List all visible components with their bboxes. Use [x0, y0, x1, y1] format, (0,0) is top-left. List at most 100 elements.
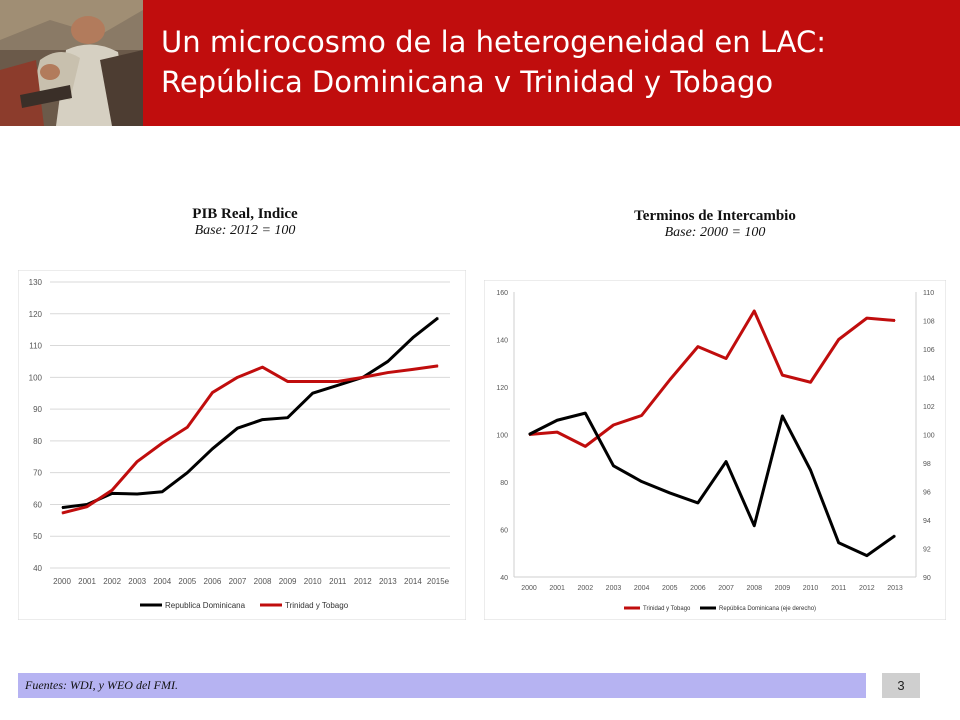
- chart1-ytick-label: 40: [33, 564, 42, 573]
- chart2-y2tick-label: 90: [923, 575, 931, 582]
- chart1-point: [387, 360, 389, 362]
- chart2-title: Terminos de Intercambio: [634, 208, 796, 224]
- chart2-legend-label-0: Trinidad y Tobago: [643, 606, 691, 612]
- chart2-xtick-label: 2006: [690, 585, 706, 592]
- title-line-1: Un microcosmo de la heterogeneidad en LA…: [161, 25, 827, 59]
- chart1-point: [337, 384, 339, 386]
- chart2-point: [641, 415, 643, 416]
- chart2-point: [866, 317, 868, 319]
- chart2-xtick-label: 2007: [718, 585, 734, 592]
- chart2-point: [697, 502, 699, 504]
- chart2-point: [697, 346, 699, 348]
- chart2-heading: Terminos de Intercambio Base: 2000 = 100: [580, 208, 850, 241]
- chart2-frame: [484, 280, 946, 620]
- chart1-xtick-label: 2010: [304, 577, 322, 586]
- chart1-point: [412, 337, 414, 339]
- chart2-xtick-label: 2008: [746, 585, 762, 592]
- chart1-xtick-label: 2011: [329, 577, 347, 586]
- page-number: 3: [882, 673, 920, 698]
- chart2-ytick-label: 120: [496, 385, 508, 392]
- chart1-point: [186, 426, 188, 428]
- chart2-legend-label-1: República Dominicana (eje derecho): [719, 606, 816, 612]
- chart2-point: [584, 412, 586, 414]
- chart2-point: [725, 461, 727, 463]
- chart1-point: [262, 419, 264, 421]
- chart1-series-line-0: [61, 316, 439, 510]
- chart1-point: [437, 365, 439, 367]
- chart1-ytick-label: 90: [33, 405, 42, 414]
- chart2-subtitle: Base: 2000 = 100: [664, 225, 766, 240]
- chart2-y2tick-label: 100: [923, 433, 935, 440]
- source-note: Fuentes: WDI, y WEO del FMI.: [25, 678, 178, 692]
- chart2-y2tick-label: 108: [923, 319, 935, 326]
- chart1-point: [86, 506, 88, 508]
- chart1-point: [287, 380, 289, 382]
- chart1-point: [111, 489, 113, 491]
- chart1-point: [186, 472, 188, 474]
- chart1-point: [61, 512, 63, 514]
- chart1-xtick-label: 2000: [53, 577, 71, 586]
- title-banner: Un microcosmo de la heterogeneidad en LA…: [0, 0, 960, 126]
- chart1-xtick-label: 2014: [404, 577, 422, 586]
- chart2-ytick-label: 160: [496, 290, 508, 297]
- chart2-point: [781, 415, 783, 417]
- chart2-ytick-label: 80: [500, 480, 508, 487]
- chart1-xtick-label: 2009: [279, 577, 297, 586]
- chart2-point: [838, 339, 840, 340]
- chart1-xtick-label: 2015e: [427, 577, 450, 586]
- chart2-point: [894, 535, 896, 537]
- chart2-series-line-0: [528, 309, 896, 448]
- chart1-point: [236, 427, 238, 429]
- chart1-point: [312, 392, 314, 394]
- chart1-xtick-label: 2012: [354, 577, 372, 586]
- chart1-ytick-label: 110: [29, 342, 42, 351]
- chart2-y2tick-label: 110: [923, 290, 934, 297]
- chart1-point: [362, 376, 364, 378]
- chart1-series-line-1: [61, 364, 439, 515]
- chart1-point: [337, 380, 339, 382]
- chart1-point: [161, 491, 163, 493]
- chart2-point: [528, 434, 530, 435]
- chart2-point: [866, 555, 868, 557]
- chart2-point: [556, 419, 558, 421]
- chart2-ytick-label: 100: [496, 433, 508, 440]
- chart2-xtick-label: 2005: [662, 585, 678, 592]
- chart2-xtick-label: 2009: [775, 585, 791, 592]
- chart1-point: [236, 376, 238, 378]
- chart2-ytick-label: 60: [500, 528, 508, 535]
- chart1-ytick-label: 120: [29, 310, 43, 319]
- chart2-point: [838, 542, 840, 544]
- title-line-2: República Dominicana v Trinidad y Tobago: [161, 65, 774, 99]
- chart1-point: [412, 368, 414, 370]
- chart2-point: [669, 492, 671, 494]
- gdp-line-chart: 40 50 60 70 80 90 100 110 120 130 2000 2001 2002 2003…: [18, 270, 466, 620]
- chart1-xtick-label: 2002: [103, 577, 121, 586]
- chart1-ytick-label: 60: [33, 500, 42, 509]
- terms-of-trade-chart: 40 60 80 100 120 140 160 90 92 94 96 98 100 102 104 106…: [484, 280, 946, 620]
- mural-image: [0, 0, 143, 126]
- chart2-point: [753, 310, 755, 312]
- chart2-point: [725, 358, 727, 359]
- chart1-point: [136, 493, 138, 495]
- chart2-xtick-label: 2000: [521, 585, 537, 592]
- chart2-y2tick-label: 92: [923, 547, 931, 554]
- chart2-point: [753, 525, 755, 527]
- chart2-y2tick-label: 98: [923, 461, 931, 468]
- chart2-xtick-label: 2002: [578, 585, 594, 592]
- chart2-point: [669, 379, 671, 381]
- chart1-ytick-label: 50: [33, 532, 42, 541]
- chart2-xtick-label: 2010: [803, 585, 819, 592]
- chart1-xtick-label: 2007: [229, 577, 247, 586]
- slide-title: Un microcosmo de la heterogeneidad en LA…: [161, 22, 951, 102]
- chart2-ytick-label: 40: [500, 575, 508, 582]
- chart1-xtick-label: 2005: [178, 577, 196, 586]
- chart2-y2tick-label: 102: [923, 404, 935, 411]
- chart1-point: [136, 461, 138, 463]
- chart1-ytick-label: 70: [33, 469, 42, 478]
- chart1-xtick-label: 2001: [78, 577, 96, 586]
- chart1-title: PIB Real, Indice: [192, 206, 298, 222]
- chart2-y2tick-label: 96: [923, 490, 931, 497]
- chart2-point: [556, 431, 558, 433]
- chart2-point: [584, 445, 586, 447]
- chart1-legend-label-0: Republica Dominicana: [165, 601, 246, 610]
